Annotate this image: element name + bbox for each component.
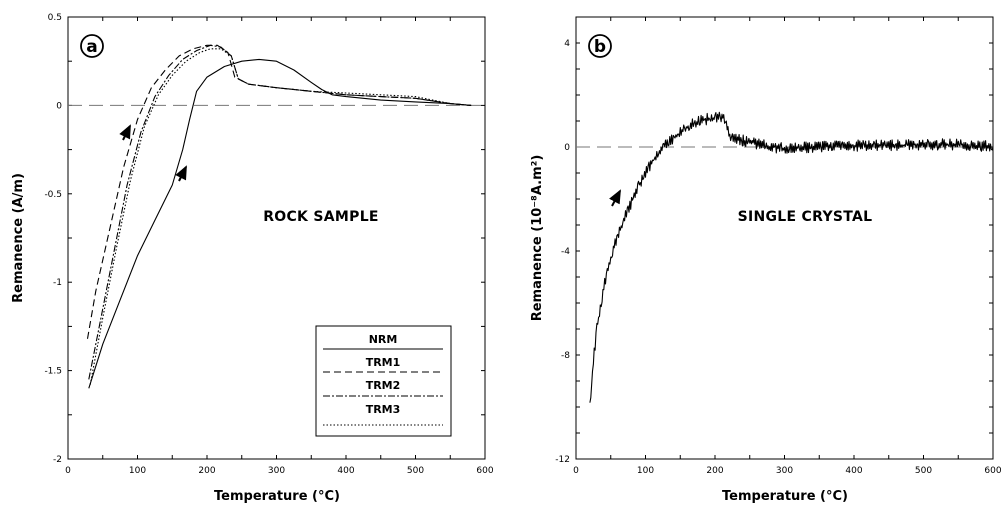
x-tick-label: 200 xyxy=(198,466,215,476)
plot-frame xyxy=(575,16,994,460)
x-tick-label: 600 xyxy=(476,466,493,476)
x-tick-label: 100 xyxy=(129,466,146,476)
arrow-nrm xyxy=(175,165,187,182)
panel-annotation: ROCK SAMPLE xyxy=(263,209,379,225)
tick-group: 0 100 200 300 400 500 600 4 0 -4 -8 -12 xyxy=(555,16,1002,476)
y-tick-label: -1 xyxy=(53,278,62,288)
arrow-onset xyxy=(609,189,621,207)
panel-single-crystal: 0 100 200 300 400 500 600 4 0 -4 -8 -12 b SINGLE CR… xyxy=(530,16,1002,504)
y-tick-label: 0 xyxy=(56,101,62,111)
y-tick-label: -2 xyxy=(53,455,62,465)
tick-group: 0 100 200 300 400 500 600 0.5 0 -0.5 -1 -1.5 -2 xyxy=(44,13,493,476)
panel-letter: b xyxy=(594,37,606,57)
panel-letter: a xyxy=(86,37,97,57)
x-tick-label: 300 xyxy=(268,466,285,476)
series-group xyxy=(576,111,994,403)
y-tick-label: 0.5 xyxy=(48,13,62,23)
legend-box xyxy=(315,325,452,437)
x-axis-label: Temperature (°C) xyxy=(214,489,340,504)
legend-label-trm3: TRM3 xyxy=(366,403,401,416)
x-tick-label: 100 xyxy=(637,466,654,476)
series-group xyxy=(68,44,485,389)
y-tick-label: -8 xyxy=(561,351,570,361)
panel-annotation: SINGLE CRYSTAL xyxy=(738,209,873,225)
x-tick-label: 0 xyxy=(65,466,71,476)
panel-rock-sample: 0 100 200 300 400 500 600 0.5 0 -0.5 -1 -1.5 -2 a RO… xyxy=(11,13,494,504)
panel-letter-badge xyxy=(80,34,104,58)
y-tick-label: -1.5 xyxy=(44,367,62,377)
x-tick-label: 200 xyxy=(706,466,723,476)
series-line-crystal xyxy=(589,111,994,403)
x-tick-label: 500 xyxy=(407,466,424,476)
arrow-trm xyxy=(119,124,131,141)
x-tick-label: 300 xyxy=(776,466,793,476)
y-axis-label: Remanence (10⁻⁸A.m²) xyxy=(530,155,545,322)
x-tick-label: 500 xyxy=(915,466,932,476)
legend-label-trm2: TRM2 xyxy=(366,379,401,392)
y-tick-label: -0.5 xyxy=(44,190,62,200)
y-tick-label: -12 xyxy=(555,455,570,465)
y-axis-label: Remanence (A/m) xyxy=(11,173,26,303)
series-line-trm2 xyxy=(88,44,472,380)
legend-label-nrm: NRM xyxy=(369,333,398,346)
y-tick-label: -4 xyxy=(561,247,570,257)
series-line-trm1 xyxy=(86,44,472,339)
legend: NRM TRM1 TRM2 TRM3 xyxy=(315,325,452,437)
y-tick-label: 4 xyxy=(564,39,570,49)
y-tick-label: 0 xyxy=(564,143,570,153)
panel-letter-badge xyxy=(588,34,612,58)
x-tick-label: 400 xyxy=(337,466,354,476)
legend-label-trm1: TRM1 xyxy=(366,356,401,369)
x-axis-label: Temperature (°C) xyxy=(722,489,848,504)
series-line-nrm xyxy=(88,58,472,389)
x-tick-label: 400 xyxy=(845,466,862,476)
x-tick-label: 600 xyxy=(984,466,1001,476)
x-tick-label: 0 xyxy=(573,466,579,476)
